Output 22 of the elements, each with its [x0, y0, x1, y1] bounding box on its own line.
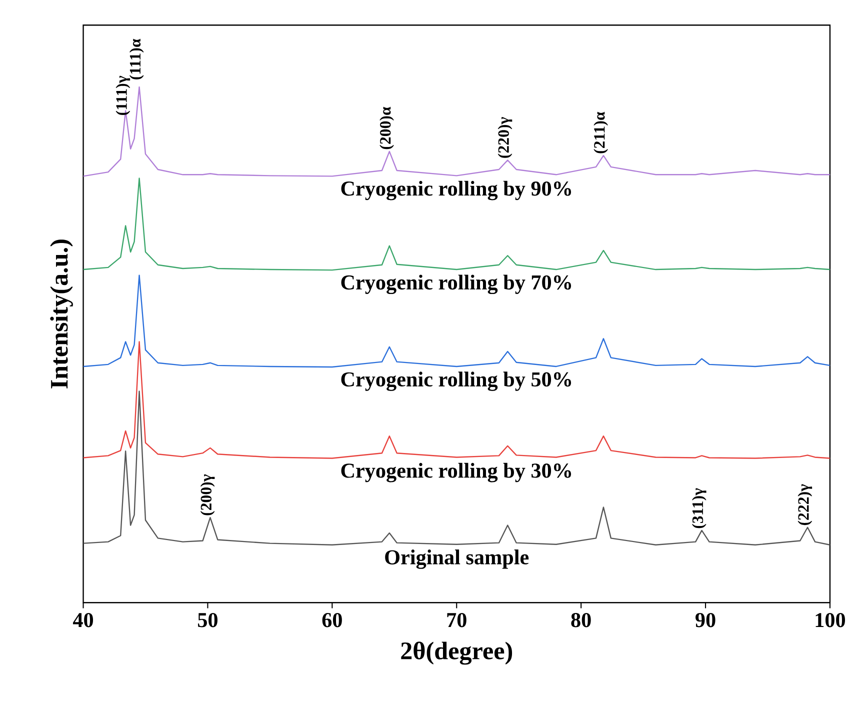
- annotation: (311)γ: [692, 488, 706, 528]
- x-tick-label: 90: [696, 612, 716, 628]
- x-tick-label: 50: [198, 612, 218, 628]
- annotation: (111)γ: [116, 76, 130, 115]
- annotation: (111)α: [129, 38, 144, 80]
- series-label: Cryogenic rolling by 30%: [341, 462, 572, 482]
- x-tick-label: 60: [322, 612, 342, 628]
- series-label: Cryogenic rolling by 90%: [341, 180, 572, 200]
- x-tick-label: 100: [816, 612, 846, 628]
- x-tick-label: 40: [72, 612, 94, 628]
- series-label: Cryogenic rolling by 70%: [341, 274, 572, 294]
- series-label: Cryogenic rolling by 50%: [341, 371, 572, 391]
- annotation: (222)γ: [798, 484, 812, 525]
- x-axis-title: 2θ(degree): [401, 641, 512, 664]
- annotation: (211)α: [594, 112, 608, 154]
- annotation: (200)α: [380, 106, 394, 149]
- x-tick-label: 80: [571, 612, 591, 628]
- series-label: Original sample: [385, 549, 529, 569]
- x-tick-label: 70: [447, 612, 466, 628]
- annotation: (200)γ: [200, 474, 215, 516]
- annotation: (220)γ: [498, 116, 512, 158]
- y-axis-title: Intensity(a.u.): [50, 239, 73, 388]
